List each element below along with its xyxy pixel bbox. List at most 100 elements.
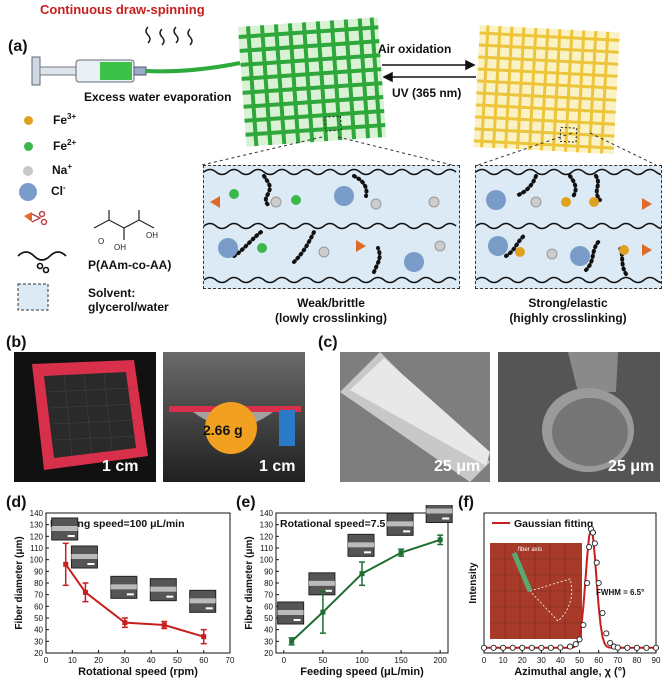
panel-f-label: (f) xyxy=(458,494,474,511)
arrows-icon xyxy=(382,59,476,83)
chart-d-ytick-label: 60 xyxy=(34,602,43,611)
syringe-icon xyxy=(31,56,241,86)
strong-network-box xyxy=(475,165,669,289)
chart-f-point xyxy=(480,644,488,651)
chart-f-xtick-label: 20 xyxy=(518,656,527,665)
chart-e-xtick-label: 50 xyxy=(318,656,327,665)
fe3-ion-icon xyxy=(24,116,33,126)
weak-network-diagram xyxy=(203,168,457,284)
chart-e-inset-fiber xyxy=(348,542,374,548)
strong-network-diagram xyxy=(475,168,669,284)
chart-e-point xyxy=(320,609,326,615)
chart-f-xtick-label: 80 xyxy=(632,656,641,665)
chart-f-legend-text: Gaussian fitting xyxy=(514,518,593,530)
chart-f-point xyxy=(519,644,526,651)
chart-f-point xyxy=(547,644,554,651)
chart-d-xtick-label: 30 xyxy=(120,656,129,665)
solvent-box-icon xyxy=(17,283,49,311)
chart-d-xtick-label: 40 xyxy=(147,656,156,665)
chart-d-ytick-label: 40 xyxy=(34,626,43,635)
chart-f-point xyxy=(614,644,621,651)
chart-e-xtick-label: 0 xyxy=(282,656,287,665)
chart-e-inset-scale xyxy=(324,589,332,592)
chart-d-xtick-label: 0 xyxy=(44,656,49,665)
sem-side-image: 25 μm xyxy=(340,352,490,482)
chart-e-ytick-label: 60 xyxy=(264,602,273,611)
chart-e-ytick-label: 120 xyxy=(260,532,274,541)
chart-f-point xyxy=(572,641,579,648)
chart-e-xtick-label: 150 xyxy=(394,656,408,665)
chart-e-ytick-label: 140 xyxy=(260,509,274,518)
chart-f-xtick-label: 0 xyxy=(482,656,487,665)
chart-e-point xyxy=(359,571,365,577)
panel-a-illustration xyxy=(31,17,657,166)
chart-d-ytick-label: 20 xyxy=(34,649,43,658)
chart-e-inset-scale xyxy=(442,517,450,520)
chart-d-ytick-label: 140 xyxy=(30,509,44,518)
chart-e-ytick-label: 130 xyxy=(260,521,274,530)
panel-c-label: (c) xyxy=(318,334,338,351)
chart-d-ytick-label: 100 xyxy=(30,556,44,565)
chart-d-xtick-label: 20 xyxy=(94,656,103,665)
chart-f-point xyxy=(633,644,640,651)
load-photo: 2.66 g 1 cm xyxy=(163,352,305,482)
weak-network-box xyxy=(203,165,460,289)
chart-e-ytick-label: 70 xyxy=(264,591,273,600)
scale-bar-b2: 1 cm xyxy=(259,458,296,475)
legend-fe2: Fe2+ xyxy=(18,138,76,153)
chart-d-ytick-label: 50 xyxy=(34,614,43,623)
panel-e-label: (e) xyxy=(236,494,256,511)
chart-e-xlabel: Feeding speed (μL/min) xyxy=(300,666,424,678)
chart-e-point xyxy=(289,638,295,644)
chart-d-ytick-label: 120 xyxy=(30,532,44,541)
chart-f-point xyxy=(589,529,596,536)
chart-e-ytick-label: 110 xyxy=(260,544,273,553)
chart-d-point xyxy=(63,561,69,567)
chart-f-point xyxy=(584,579,591,587)
chart-e-xtick-label: 100 xyxy=(355,656,369,665)
chart-f-point xyxy=(595,579,602,587)
scale-bar-c2: 25 μm xyxy=(608,458,655,475)
chart-f-point xyxy=(509,644,516,651)
uv-label: UV (365 nm) xyxy=(392,86,462,100)
chart-d-inset-fiber xyxy=(189,598,216,604)
chart-d-inset-scale xyxy=(166,595,174,598)
chart-f-xtick-label: 90 xyxy=(652,656,661,665)
chart-f-xtick-label: 40 xyxy=(556,656,565,665)
chart-f-point xyxy=(557,644,564,651)
chart-e-point xyxy=(437,537,443,543)
chart-d-xtick-label: 70 xyxy=(226,656,235,665)
chart-d-inset-scale xyxy=(87,563,95,565)
chart-e-inset-fiber xyxy=(277,610,304,615)
chart-e-ytick-label: 20 xyxy=(264,649,273,658)
chart-e-ytick-label: 40 xyxy=(264,626,273,635)
scale-bar-b1: 1 cm xyxy=(102,458,139,475)
chart-d-xlabel: Rotational speed (rpm) xyxy=(78,666,198,678)
legend-fe3: Fe3+ xyxy=(18,112,76,127)
chart-d-inset-scale xyxy=(205,607,213,610)
chart-d-point xyxy=(122,620,128,626)
chart-f-xtick-label: 50 xyxy=(575,656,584,665)
chart-d-xtick-label: 60 xyxy=(199,656,208,665)
chart-d-point xyxy=(161,622,167,628)
air-oxidation-label: Air oxidation xyxy=(378,42,452,56)
chart-d-ytick-label: 130 xyxy=(30,521,44,530)
chart-d-ytick-label: 90 xyxy=(34,567,43,576)
chart-f-inset-fiber xyxy=(511,552,533,592)
citrate-icon xyxy=(24,210,48,226)
mass-label: 2.66 g xyxy=(203,422,243,438)
chart-d-inset-fiber xyxy=(110,584,137,590)
panel-b-label: (b) xyxy=(6,334,27,351)
strong-caption: Strong/elastic (highly crosslinking) xyxy=(509,296,627,325)
legend-structures: O OH OH xyxy=(17,210,158,311)
chart-d-inset-scale xyxy=(67,535,75,537)
chart-e-ytick-label: 80 xyxy=(264,579,273,588)
chart-d-xtick-label: 50 xyxy=(173,656,182,665)
chart-d-point xyxy=(201,634,207,640)
mesh-frame-photo: 1 cm xyxy=(14,352,156,482)
chart-f-point xyxy=(538,644,545,651)
sem-cross-section-image: 25 μm xyxy=(498,352,660,482)
na-ion-icon xyxy=(23,165,33,176)
chart-e-ytick-label: 30 xyxy=(264,637,273,646)
chart-e-inset-image xyxy=(425,505,453,523)
